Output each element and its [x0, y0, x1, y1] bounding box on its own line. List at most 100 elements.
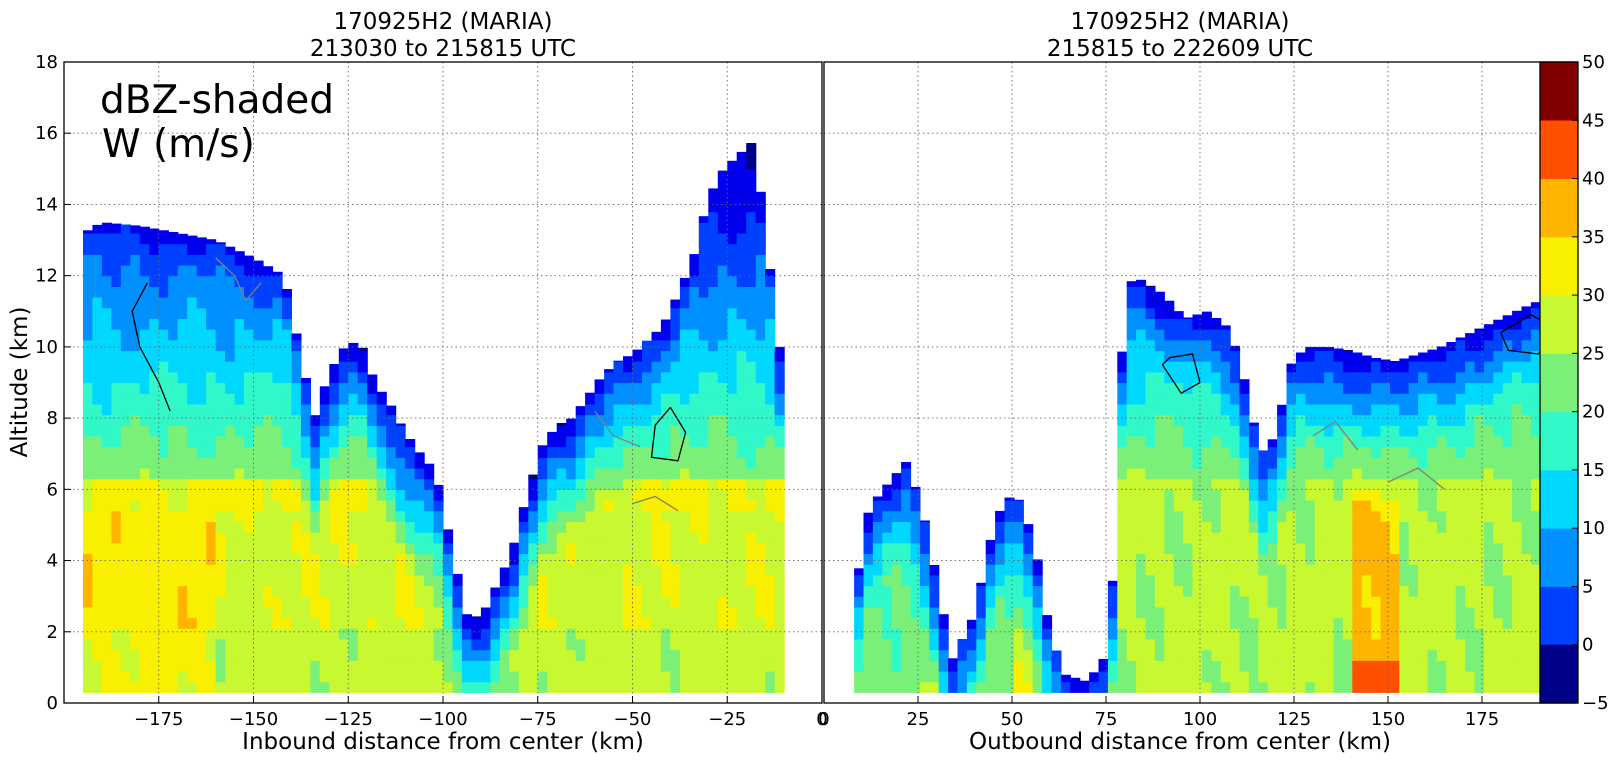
reflectivity-cell	[765, 542, 776, 555]
reflectivity-cell	[319, 617, 330, 629]
reflectivity-cell	[651, 414, 662, 426]
reflectivity-cell	[1277, 681, 1288, 693]
reflectivity-cell	[547, 489, 558, 501]
reflectivity-cell	[642, 660, 653, 672]
reflectivity-cell	[1371, 435, 1382, 448]
reflectivity-cell	[727, 435, 738, 448]
reflectivity-cell	[348, 521, 359, 533]
reflectivity-cell	[376, 617, 387, 629]
reflectivity-cell	[1361, 457, 1372, 469]
reflectivity-cell	[1455, 457, 1466, 469]
reflectivity-cell	[642, 671, 653, 683]
reflectivity-cell	[1220, 649, 1231, 661]
reflectivity-cell	[1380, 393, 1391, 405]
reflectivity-cell	[594, 457, 605, 469]
reflectivity-cell	[1201, 510, 1212, 522]
reflectivity-cell	[310, 500, 321, 512]
reflectivity-cell	[1446, 446, 1457, 458]
reflectivity-cell	[1399, 585, 1410, 597]
reflectivity-cell	[206, 265, 217, 277]
reflectivity-cell	[1371, 617, 1382, 629]
reflectivity-cell	[414, 468, 425, 480]
reflectivity-cell	[891, 606, 902, 619]
reflectivity-cell	[376, 521, 387, 533]
reflectivity-cell	[1502, 574, 1513, 587]
reflectivity-cell	[1361, 564, 1372, 576]
reflectivity-cell	[1455, 478, 1466, 490]
reflectivity-cell	[566, 418, 577, 426]
reflectivity-cell	[863, 681, 874, 693]
reflectivity-cell	[670, 564, 681, 576]
reflectivity-cell	[585, 500, 596, 512]
reflectivity-cell	[1211, 361, 1222, 373]
reflectivity-cell	[1446, 371, 1457, 384]
reflectivity-cell	[461, 614, 472, 619]
reflectivity-cell	[736, 596, 747, 608]
reflectivity-cell	[1352, 660, 1363, 672]
reflectivity-cell	[376, 553, 387, 565]
reflectivity-cell	[1418, 403, 1429, 416]
reflectivity-cell	[215, 585, 226, 597]
reflectivity-cell	[1371, 521, 1382, 533]
reflectivity-cell	[698, 649, 709, 661]
reflectivity-cell	[300, 564, 311, 576]
reflectivity-cell	[111, 286, 122, 298]
reflectivity-cell	[1211, 403, 1222, 416]
reflectivity-cell	[1239, 574, 1250, 587]
reflectivity-cell	[490, 681, 501, 693]
reflectivity-cell	[1258, 468, 1269, 480]
reflectivity-cell	[670, 660, 681, 672]
reflectivity-cell	[168, 350, 179, 362]
reflectivity-cell	[83, 489, 94, 501]
reflectivity-cell	[1474, 628, 1485, 640]
reflectivity-cell	[1230, 553, 1241, 565]
reflectivity-cell	[1530, 606, 1541, 619]
reflectivity-cell	[689, 500, 700, 512]
reflectivity-cell	[948, 671, 959, 683]
reflectivity-cell	[281, 596, 292, 608]
reflectivity-cell	[499, 628, 510, 640]
reflectivity-cell	[1201, 532, 1212, 544]
reflectivity-cell	[717, 596, 728, 608]
reflectivity-cell	[338, 606, 349, 619]
reflectivity-cell	[376, 435, 387, 448]
reflectivity-cell	[1324, 478, 1335, 490]
reflectivity-cell	[1267, 638, 1278, 651]
reflectivity-cell	[291, 339, 302, 352]
reflectivity-cell	[1465, 606, 1476, 619]
reflectivity-cell	[1493, 500, 1504, 512]
reflectivity-cell	[1342, 628, 1353, 640]
reflectivity-cell	[566, 435, 577, 448]
reflectivity-cell	[357, 478, 368, 490]
reflectivity-cell	[196, 382, 207, 394]
reflectivity-cell	[1465, 403, 1476, 416]
reflectivity-cell	[755, 329, 766, 341]
reflectivity-cell	[452, 596, 463, 608]
reflectivity-cell	[1154, 500, 1165, 512]
reflectivity-cell	[1295, 532, 1306, 544]
reflectivity-cell	[244, 596, 255, 608]
reflectivity-cell	[158, 361, 169, 373]
reflectivity-cell	[708, 275, 719, 287]
reflectivity-cell	[670, 638, 681, 651]
reflectivity-cell	[689, 617, 700, 629]
reflectivity-cell	[537, 532, 548, 544]
reflectivity-cell	[1361, 660, 1372, 672]
reflectivity-cell	[1183, 478, 1194, 490]
reflectivity-cell	[604, 489, 615, 501]
reflectivity-cell	[727, 307, 738, 319]
reflectivity-cell	[556, 435, 567, 448]
reflectivity-cell	[310, 425, 321, 437]
reflectivity-cell	[206, 435, 217, 448]
reflectivity-cell	[101, 361, 112, 373]
reflectivity-cell	[632, 382, 643, 394]
reflectivity-cell	[111, 564, 122, 576]
colorbar-tick-label: 50	[1582, 52, 1605, 73]
reflectivity-cell	[300, 532, 311, 544]
reflectivity-cell	[187, 585, 198, 597]
reflectivity-cell	[291, 671, 302, 683]
reflectivity-cell	[225, 542, 236, 555]
reflectivity-cell	[187, 510, 198, 522]
reflectivity-cell	[83, 532, 94, 544]
reflectivity-cell	[547, 435, 558, 448]
